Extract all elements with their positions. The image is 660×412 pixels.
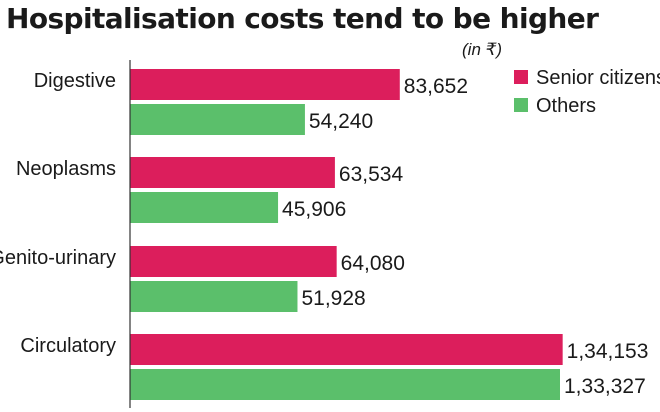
bar-others [130,104,305,135]
bar-senior-citizens [130,69,400,100]
bar-others [130,192,279,223]
legend-label: Senior citizens [536,67,660,89]
bar-others [130,369,560,400]
value-label: 51,928 [301,287,365,310]
value-label: 1,34,153 [567,340,649,363]
chart-title: Hospitalisation costs tend to be higher [6,2,599,35]
legend-swatch-others [514,98,528,112]
value-label: 83,652 [404,75,468,98]
legend-swatch-senior-citizens [514,70,528,84]
value-label: 54,240 [309,110,373,133]
category-label: Neoplasms [16,158,116,180]
unit-note: (in ₹) [462,40,503,59]
value-label: 45,906 [282,198,346,221]
bar-senior-citizens [130,246,337,277]
value-label: 63,534 [339,163,404,186]
category-label: Circulatory [20,335,116,357]
bar-others [130,281,298,312]
category-label: Digestive [34,70,116,92]
bar-senior-citizens [130,334,563,365]
value-label: 64,080 [341,252,405,275]
bar-senior-citizens [130,157,335,188]
category-label: Genito-urinary [0,247,116,269]
legend-label: Others [536,95,596,117]
value-label: 1,33,327 [564,375,646,398]
